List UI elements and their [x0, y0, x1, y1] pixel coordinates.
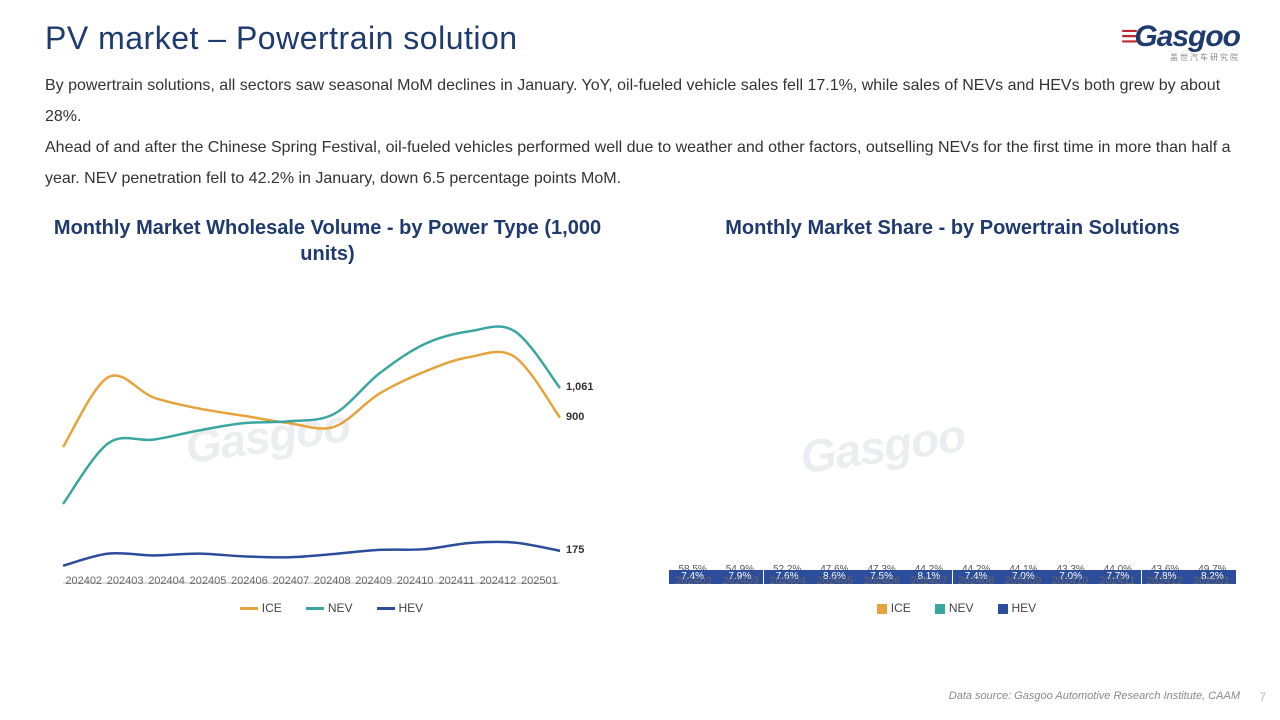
bar-chart-title: Monthly Market Share - by Powertrain Sol… — [670, 215, 1235, 271]
xaxis-tick: 202404 — [146, 575, 187, 593]
paragraph-2: Ahead of and after the Chinese Spring Fe… — [45, 132, 1235, 194]
line-chart-title: Monthly Market Wholesale Volume - by Pow… — [45, 215, 610, 271]
xaxis-tick: 202403 — [104, 575, 145, 593]
xaxis-tick: 202408 — [312, 575, 353, 593]
xaxis-tick: 202412 — [1141, 575, 1188, 593]
logo: ≡Gasgoo 盖世汽车研究院 — [1121, 20, 1240, 63]
xaxis-tick: 202406 — [229, 575, 270, 593]
xaxis-tick: 202411 — [436, 575, 477, 593]
bar-chart-plot: 58.5%34.1%7.4%54.9%37.2%7.9%52.2%40.2%7.… — [670, 279, 1235, 571]
xaxis-tick: 202406 — [858, 575, 905, 593]
xaxis-tick: 202403 — [717, 575, 764, 593]
legend-item-nev: NEV — [927, 601, 974, 615]
xaxis-tick: 202402 — [670, 575, 717, 593]
footer-source: Data source: Gasgoo Automotive Research … — [949, 690, 1240, 702]
xaxis-tick: 202501 — [519, 575, 560, 593]
bar-chart-canvas: Gasgoo 58.5%34.1%7.4%54.9%37.2%7.9%52.2%… — [670, 279, 1235, 593]
line-chart-svg — [45, 279, 610, 607]
logo-text: ≡Gasgoo — [1121, 20, 1240, 54]
page-title: PV market – Powertrain solution — [45, 20, 518, 57]
line-series-ice — [63, 352, 560, 447]
xaxis-tick: 202410 — [1047, 575, 1094, 593]
xaxis-tick: 202404 — [764, 575, 811, 593]
bar-chart-legend: ICE NEV HEV — [670, 601, 1235, 615]
line-chart-canvas: Gasgoo 1,0619001752024022024032024042024… — [45, 279, 610, 593]
legend-item-hev: HEV — [990, 601, 1037, 615]
line-end-label-ice: 900 — [566, 411, 584, 423]
line-end-label-nev: 1,061 — [566, 381, 594, 393]
paragraph-1: By powertrain solutions, all sectors saw… — [45, 70, 1235, 132]
line-series-hev — [63, 542, 560, 566]
line-chart-xaxis: 2024022024032024042024052024062024072024… — [63, 575, 560, 593]
xaxis-tick: 202411 — [1094, 575, 1141, 593]
xaxis-tick: 202407 — [270, 575, 311, 593]
xaxis-tick: 202501 — [1188, 575, 1235, 593]
xaxis-tick: 202410 — [394, 575, 435, 593]
body-text: By powertrain solutions, all sectors saw… — [45, 70, 1235, 194]
xaxis-tick: 202405 — [811, 575, 858, 593]
xaxis-tick: 202405 — [187, 575, 228, 593]
bar-chart-xaxis: 2024022024032024042024052024062024072024… — [670, 575, 1235, 593]
line-end-label-hev: 175 — [566, 544, 584, 556]
xaxis-tick: 202409 — [353, 575, 394, 593]
xaxis-tick: 202412 — [477, 575, 518, 593]
xaxis-tick: 202408 — [952, 575, 999, 593]
legend-item-ice: ICE — [869, 601, 911, 615]
line-chart: Monthly Market Wholesale Volume - by Pow… — [45, 215, 610, 615]
xaxis-tick: 202409 — [1000, 575, 1047, 593]
xaxis-tick: 202402 — [63, 575, 104, 593]
bar-chart: Monthly Market Share - by Powertrain Sol… — [670, 215, 1235, 615]
page-number: 7 — [1259, 690, 1266, 704]
xaxis-tick: 202407 — [905, 575, 952, 593]
